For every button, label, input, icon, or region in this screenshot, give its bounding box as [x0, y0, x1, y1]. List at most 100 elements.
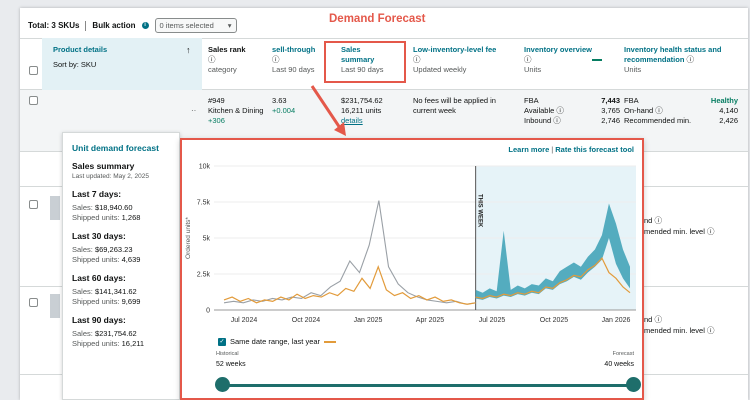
- period-label: Last 60 days:: [72, 273, 126, 283]
- col-sales-rank-title: Sales rank: [208, 45, 246, 54]
- fba-value: 7,443: [601, 96, 620, 105]
- sales-summary-cell: $231,754.62 16,211 units details: [341, 96, 383, 126]
- forecast-chart-popup: Learn more | Rate this forecast tool 0 2.5k…: [180, 138, 644, 400]
- panel-title[interactable]: Unit demand forecast: [72, 143, 159, 153]
- y-axis-label: Ordered units*: [185, 217, 192, 259]
- sort-arrow-icon[interactable]: ↑: [186, 45, 191, 55]
- rec-min-value: 2,426: [719, 116, 738, 125]
- col-low-inv-fee-title: Low-inventory-level fee: [413, 45, 497, 54]
- sales-label: Sales:: [72, 245, 93, 254]
- available-value: 3,765: [601, 106, 620, 115]
- col-sales-summary-sub: Last 90 days: [341, 65, 384, 74]
- table-row[interactable]: nd ⓘ mended min. level ⓘ: [644, 314, 714, 336]
- x-tick-label: Jul 2024: [231, 317, 258, 324]
- sales-value: $231,754.62: [341, 96, 383, 105]
- period-label: Last 90 days:: [72, 315, 126, 325]
- col-inv-health-title1: Inventory health status and: [624, 45, 722, 54]
- chevron-down-icon: ▾: [227, 21, 232, 30]
- sell-through-change: +0.004: [272, 106, 296, 115]
- date-range-slider[interactable]: [222, 384, 634, 387]
- row-checkbox[interactable]: [29, 298, 38, 307]
- unit-demand-forecast-panel: Unit demand forecast Sales summary Last …: [62, 132, 180, 400]
- period-label: Last 7 days:: [72, 189, 122, 199]
- sell-through-value: 3.63: [272, 96, 287, 105]
- rank-value: #949: [208, 96, 225, 105]
- inbound-label: Inbound: [524, 116, 552, 125]
- historical-line: [223, 265, 476, 305]
- row-checkbox[interactable]: [29, 96, 38, 105]
- info-icon[interactable]: i: [141, 22, 149, 29]
- info-icon[interactable]: ⓘ: [654, 216, 662, 225]
- fee-cell: No fees will be applied in current week: [413, 96, 496, 116]
- period-sales: $231,754.62: [94, 329, 137, 338]
- col-low-inventory-fee[interactable]: Low-inventory-level fee ⓘ Updated weekly: [413, 45, 496, 75]
- demand-forecast-annotation: Demand Forecast: [329, 13, 426, 25]
- x-tick-label: Oct 2024: [292, 317, 321, 324]
- x-tick-label: Oct 2025: [540, 317, 569, 324]
- items-selected-dropdown[interactable]: 0 items selected ▾: [154, 18, 237, 33]
- period-units: 4,639: [121, 255, 141, 264]
- slider-handle-start[interactable]: [215, 377, 230, 392]
- period-sales: $69,263.23: [94, 245, 133, 254]
- product-thumbnail[interactable]: [50, 196, 60, 220]
- sales-summary-heading: Sales summary: [72, 161, 135, 171]
- on-hand-label: On-hand: [624, 106, 654, 115]
- col-inventory-overview[interactable]: Inventory overview ⓘ Units: [524, 45, 602, 75]
- col-sales-rank[interactable]: Sales rank ⓘ category: [208, 45, 246, 75]
- info-icon[interactable]: ⓘ: [706, 227, 715, 236]
- table-header-row: [20, 38, 748, 90]
- rank-change: +306: [208, 116, 225, 125]
- items-selected-value: 0 items selected: [159, 21, 214, 30]
- more-icon[interactable]: ··: [191, 106, 197, 115]
- fee-line1: No fees will be applied in: [413, 96, 496, 105]
- divider: [85, 20, 87, 31]
- popup-links: Learn more | Rate this forecast tool: [508, 145, 634, 154]
- period-sales: $18,940.60: [94, 203, 133, 212]
- col-sell-through[interactable]: sell-through ⓘ Last 90 days: [272, 45, 315, 75]
- forecast-label: Forecast: [612, 351, 634, 357]
- sales-label: Sales:: [72, 203, 93, 212]
- last-year-checkbox[interactable]: ✓: [218, 337, 226, 346]
- sell-through-cell: 3.63 +0.004: [272, 96, 295, 116]
- col-product-title: Product details: [53, 45, 108, 54]
- y-tick-label: 5k: [203, 236, 211, 243]
- col-sales-summary[interactable]: Sales summary Last 90 days: [341, 45, 384, 75]
- col-sales-rank-sub: category: [208, 65, 237, 74]
- info-icon[interactable]: ⓘ: [272, 55, 280, 64]
- info-icon[interactable]: ⓘ: [208, 55, 216, 64]
- fba-label: FBA: [524, 96, 539, 105]
- info-icon[interactable]: ⓘ: [706, 326, 715, 335]
- rate-forecast-link[interactable]: Rate this forecast tool: [555, 145, 634, 154]
- col-product-details[interactable]: Product details Sort by: SKU: [53, 45, 107, 70]
- sales-label: Sales:: [72, 329, 93, 338]
- details-link[interactable]: details: [341, 116, 363, 125]
- inventory-page: Total: 3 SKUs Bulk action i 0 items sele…: [20, 8, 748, 400]
- info-icon[interactable]: ⓘ: [686, 55, 695, 64]
- y-tick-label: 2.5k: [197, 272, 211, 279]
- info-icon[interactable]: ⓘ: [413, 55, 421, 64]
- col-inv-overview-title: Inventory overview: [524, 45, 592, 54]
- forecast-value: 40 weeks: [604, 361, 634, 368]
- row-checkbox[interactable]: [29, 200, 38, 209]
- forecast-line: [475, 257, 631, 300]
- slider-handle-end[interactable]: [626, 377, 641, 392]
- period-sales: $141,341.62: [94, 287, 137, 296]
- col-inventory-health[interactable]: Inventory health status and recommendati…: [624, 45, 722, 75]
- units-label: Shipped units:: [72, 297, 120, 306]
- period-units: 16,211: [121, 339, 145, 348]
- legend-swatch: [324, 340, 337, 343]
- select-all-checkbox[interactable]: [29, 66, 38, 75]
- col-inv-health-title2: recommendation: [624, 55, 685, 64]
- available-label: Available: [524, 106, 555, 115]
- last-year-line: [223, 200, 476, 305]
- info-icon[interactable]: ⓘ: [654, 315, 662, 324]
- info-icon[interactable]: ⓘ: [524, 55, 532, 64]
- fee-line2: current week: [413, 106, 456, 115]
- product-details-header-bg: [42, 38, 202, 90]
- table-row[interactable]: nd ⓘ mended min. level ⓘ: [644, 215, 714, 237]
- learn-more-link[interactable]: Learn more: [508, 145, 550, 154]
- col-sales-summary-title2: summary: [341, 55, 375, 64]
- x-tick-label: Apr 2025: [416, 317, 445, 324]
- units-label: Shipped units:: [72, 339, 120, 348]
- product-thumbnail[interactable]: [50, 294, 60, 318]
